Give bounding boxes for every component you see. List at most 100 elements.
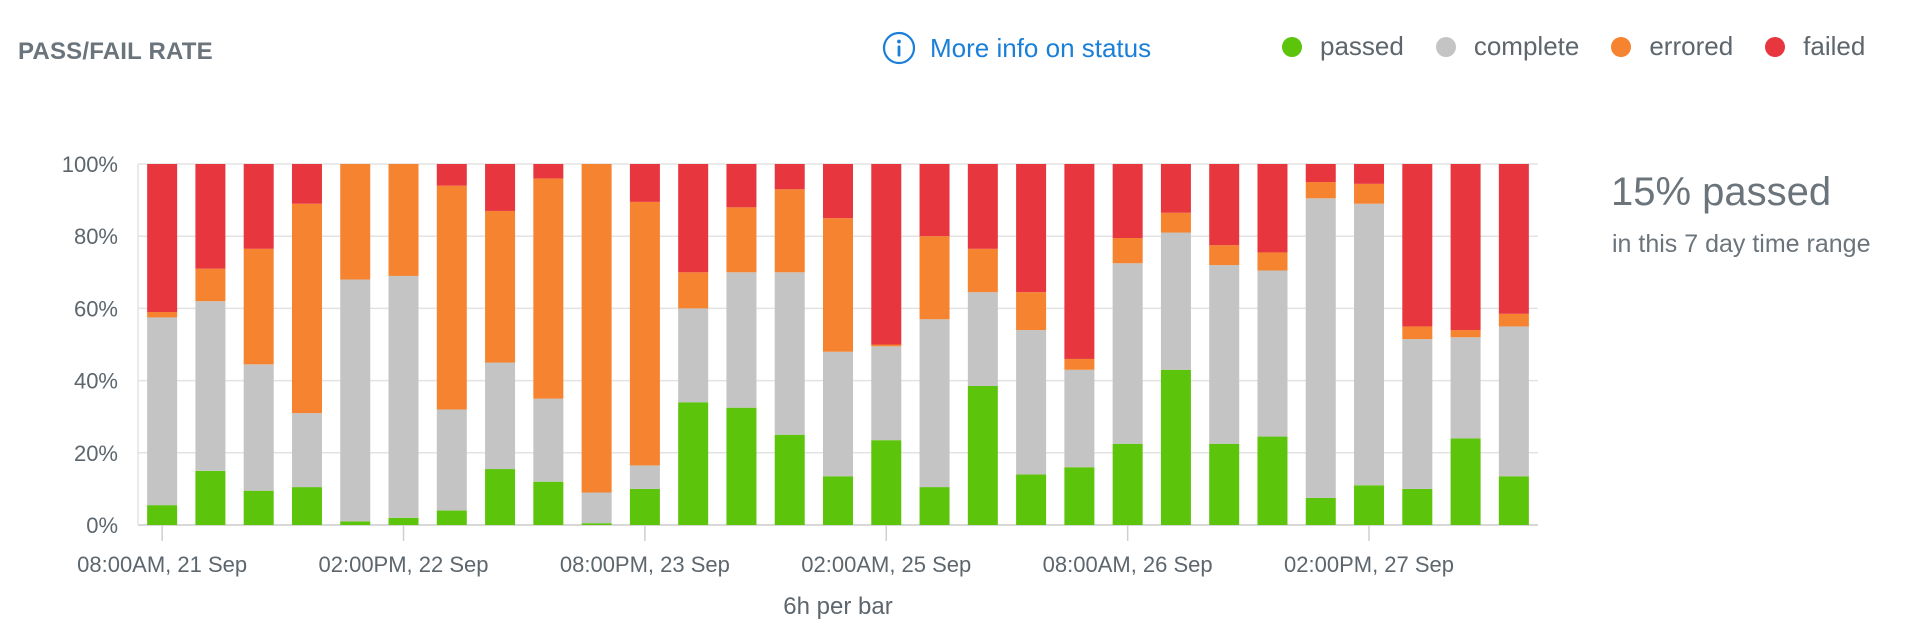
bar-segment-complete — [1305, 198, 1336, 498]
bar-segment-complete — [1016, 330, 1047, 475]
bar-segment-errored — [1064, 358, 1095, 370]
bar-segment-failed — [1257, 164, 1288, 253]
bar-segment-errored — [1354, 183, 1385, 204]
bar-segment-complete — [243, 364, 274, 491]
bar-segment-failed — [871, 164, 902, 345]
legend-item-complete[interactable]: complete — [1435, 31, 1579, 62]
legend-label-failed: failed — [1803, 31, 1866, 61]
y-tick-label: 100% — [62, 152, 118, 177]
bar-segment-complete — [485, 362, 516, 470]
bar-segment-complete — [1450, 337, 1481, 439]
bar-segment-errored — [1305, 182, 1336, 199]
legend-swatch-complete — [1435, 36, 1456, 57]
bar-segment-passed — [291, 487, 322, 525]
bar-segment-errored — [967, 248, 998, 293]
bar-segment-errored — [243, 248, 274, 365]
bar-segment-errored — [195, 268, 226, 302]
chart-title: PASS/FAIL RATE — [18, 38, 213, 65]
bar-segment-complete — [1064, 369, 1095, 468]
bar-segment-complete — [195, 301, 226, 471]
bar-segment-complete — [1209, 265, 1240, 444]
x-tick-label: 08:00PM, 23 Sep — [560, 552, 730, 577]
bar-segment-passed — [1450, 438, 1481, 525]
bar-segment-errored — [436, 185, 467, 410]
bar-segment-failed — [1064, 164, 1095, 359]
bar-segment-complete — [436, 409, 467, 511]
bar-segment-failed — [1016, 164, 1047, 293]
bar-segment-passed — [195, 470, 226, 525]
bar-segment-errored — [629, 201, 660, 466]
more-info-link[interactable]: More info on status — [882, 31, 1151, 65]
bar-segment-passed — [1354, 485, 1385, 525]
bar-segment-failed — [1354, 164, 1385, 184]
bar-segment-failed — [919, 164, 950, 237]
bar-segment-errored — [485, 210, 516, 363]
bar-segment-passed — [1064, 467, 1095, 525]
bar-segment-complete — [1160, 232, 1191, 370]
bar-segment-failed — [1305, 164, 1336, 183]
bar-segment-passed — [147, 505, 178, 525]
bar-segment-errored — [1016, 292, 1047, 331]
bar-segment-failed — [967, 164, 998, 249]
bar-segment-passed — [1257, 436, 1288, 525]
bar-segment-complete — [726, 272, 757, 408]
bar-segment-passed — [1209, 443, 1240, 525]
bar-segment-errored — [678, 272, 709, 309]
legend-swatch-failed — [1765, 36, 1786, 57]
bar-segment-complete — [774, 272, 805, 435]
legend-label-passed: passed — [1320, 31, 1404, 61]
bar-segment-errored — [147, 312, 178, 318]
bar-segment-complete — [291, 413, 322, 488]
y-tick-label: 80% — [74, 224, 118, 249]
bar-segment-errored — [291, 203, 322, 414]
legend-item-failed[interactable]: failed — [1765, 31, 1865, 62]
bar-segment-passed — [436, 510, 467, 525]
bar-segment-passed — [919, 487, 950, 525]
bar-segment-passed — [1498, 476, 1529, 525]
bar-segment-failed — [774, 164, 805, 190]
bar-segment-passed — [1402, 488, 1433, 525]
info-icon — [882, 31, 916, 65]
y-tick-label: 20% — [74, 441, 118, 466]
bar-segment-failed — [629, 164, 660, 202]
bar-segment-errored — [871, 344, 902, 347]
y-tick-label: 0% — [86, 513, 118, 538]
y-tick-label: 40% — [74, 369, 118, 394]
legend-swatch-errored — [1611, 36, 1632, 57]
bar-segment-passed — [340, 521, 371, 525]
bar-segment-failed — [823, 164, 853, 219]
bar-segment-passed — [243, 490, 274, 525]
legend-item-errored[interactable]: errored — [1611, 31, 1733, 62]
x-tick-label: 08:00AM, 26 Sep — [1043, 552, 1213, 577]
bar-segment-errored — [340, 164, 371, 280]
bar-segment-passed — [871, 440, 902, 525]
bar-segment-complete — [581, 492, 612, 524]
legend-item-passed[interactable]: passed — [1282, 31, 1404, 62]
bar-segment-errored — [1498, 313, 1529, 327]
bar-segment-passed — [678, 402, 709, 525]
summary-headline: 15% passed — [1611, 170, 1832, 214]
bar-segment-complete — [919, 319, 950, 488]
bar-segment-failed — [1209, 164, 1240, 246]
bar-segment-complete — [533, 398, 564, 482]
bar-segment-errored — [1160, 212, 1191, 233]
bar-segment-errored — [388, 164, 419, 276]
x-tick-label: 02:00PM, 27 Sep — [1284, 552, 1454, 577]
bar-segment-complete — [1498, 326, 1529, 477]
bar-segment-errored — [1209, 245, 1240, 266]
bar-segment-errored — [1257, 252, 1288, 271]
bar-segment-passed — [388, 517, 419, 525]
bar-segment-complete — [871, 346, 902, 441]
bar-segment-passed — [823, 476, 853, 525]
bar-segment-passed — [581, 523, 612, 525]
x-tick-label: 08:00AM, 21 Sep — [77, 552, 247, 577]
bar-segment-failed — [291, 164, 322, 204]
bar-segment-complete — [147, 317, 178, 506]
bar-segment-complete — [967, 292, 998, 387]
bar-segment-errored — [774, 189, 805, 273]
y-tick-label: 60% — [74, 296, 118, 321]
bar-segment-complete — [1354, 203, 1385, 486]
bar-segment-errored — [1450, 330, 1481, 338]
more-info-label[interactable]: More info on status — [930, 32, 1152, 63]
summary-subtext: in this 7 day time range — [1612, 230, 1871, 258]
